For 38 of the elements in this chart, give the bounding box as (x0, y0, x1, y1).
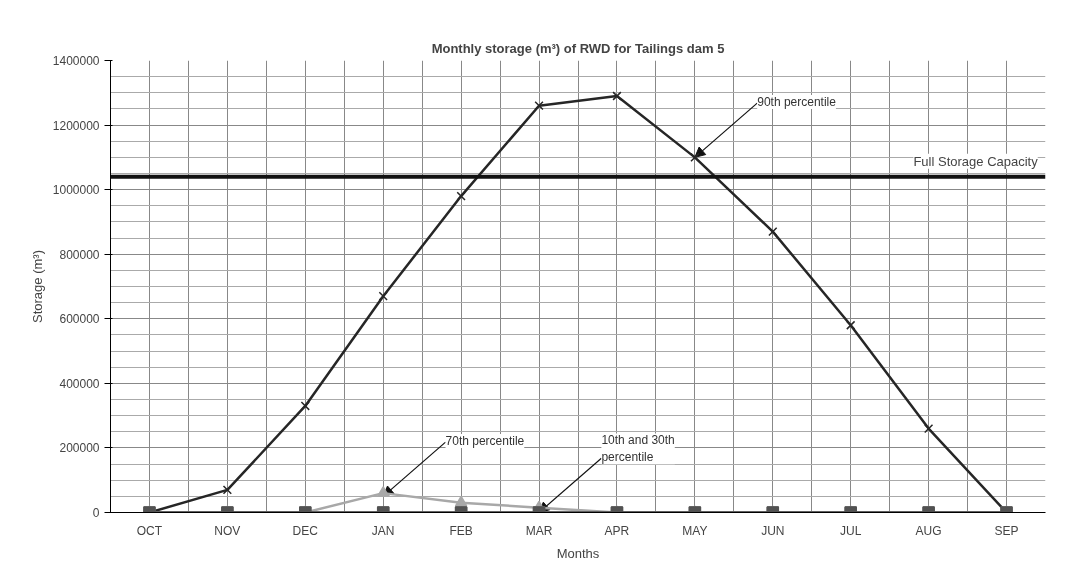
point (378, 291, 388, 301)
x-tick-label: FEB (449, 523, 473, 538)
x-tick-label: NOV (214, 523, 241, 538)
x-tick-label: AUG (915, 523, 942, 538)
point (300, 401, 310, 411)
chart-title: Monthly storage (m³) of RWD for Tailings dam 5 (431, 40, 725, 56)
y-tick-label: 0 (92, 506, 100, 520)
y-tick-label: 600000 (59, 312, 100, 327)
point (534, 101, 544, 111)
ref-line-label: Full Storage Capacity (913, 153, 1039, 169)
x-tick-label: SEP (994, 523, 1019, 538)
point (612, 91, 622, 101)
annotation: 10th and 30th percentile (601, 433, 675, 465)
annotation: 70th percentile (445, 434, 525, 449)
x-tick-label: JUN (761, 523, 785, 538)
point (923, 423, 934, 434)
x-tick-label: JAN (371, 523, 395, 538)
y-axis-title: Storage (m³) (29, 250, 45, 323)
x-tick-label: APR (604, 523, 630, 538)
point (846, 320, 856, 330)
y-tick-label: 1000000 (52, 183, 100, 198)
y-tick-label: 400000 (59, 376, 100, 391)
x-tick-label: JUL (840, 523, 862, 538)
x-tick-label: MAR (525, 523, 553, 538)
y-tick-label: 1200000 (52, 118, 100, 133)
point (454, 495, 468, 507)
point (768, 226, 778, 237)
x-tick-label: DEC (292, 523, 319, 538)
point (376, 486, 390, 498)
y-tick-label: 200000 (59, 441, 100, 456)
x-axis-title: Months (556, 545, 600, 561)
x-tick-label: OCT (136, 523, 163, 538)
y-tick-label: 800000 (59, 247, 100, 262)
point (456, 191, 466, 201)
point (690, 152, 700, 162)
annotation: 90th percentile (757, 95, 837, 110)
x-tick-label: MAY (682, 523, 708, 538)
y-tick-label: 1400000 (52, 54, 100, 68)
